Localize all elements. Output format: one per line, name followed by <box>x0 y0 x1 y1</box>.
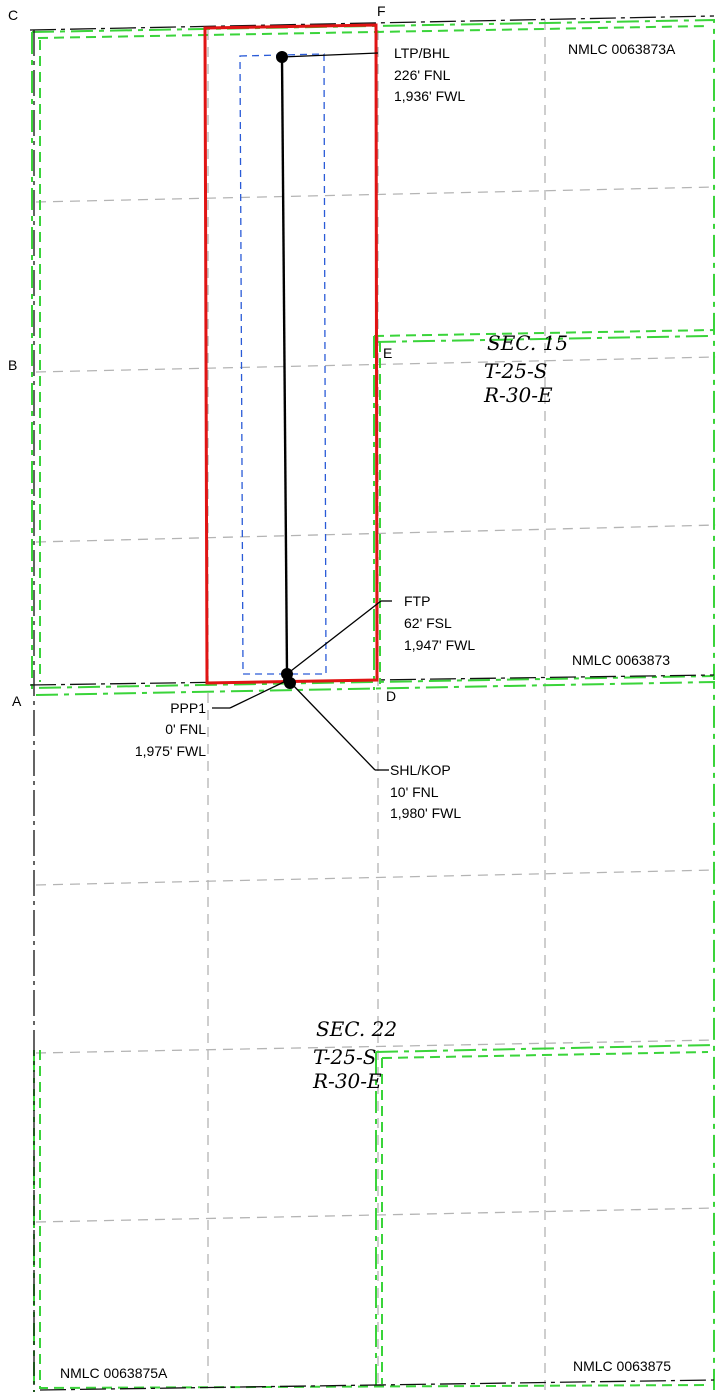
lease-label-middle-east: NMLC 0063873 <box>572 652 670 668</box>
spacing-unit-boundary <box>203 23 379 685</box>
callout-line: 1,947' FWL <box>404 637 475 653</box>
callout-line: 1,936' FWL <box>394 88 465 104</box>
township: T-25-S <box>484 359 547 383</box>
section-lines <box>29 15 715 1392</box>
ltp-bhl-point <box>276 51 288 63</box>
ltp-bhl-callout: LTP/BHL 226' FNL 1,936' FWL <box>394 45 465 104</box>
callout-title: FTP <box>404 593 430 609</box>
callout-title: LTP/BHL <box>394 45 450 61</box>
callout-line: 0' FNL <box>165 721 206 737</box>
corner-label-c: C <box>8 7 18 23</box>
range: R-30-E <box>312 1069 382 1093</box>
ppp1-callout: PPP1 0' FNL 1,975' FWL <box>135 700 206 759</box>
lease-boundaries <box>31 18 715 1392</box>
wellbore-path <box>280 56 289 675</box>
township: T-25-S <box>313 1045 376 1069</box>
corner-label-f: F <box>377 3 386 19</box>
leader-lines <box>212 52 392 771</box>
section-number: SEC. 22 <box>316 1017 397 1041</box>
callout-line: 1,980' FWL <box>390 805 461 821</box>
shl-kop-callout: SHL/KOP 10' FNL 1,980' FWL <box>390 762 461 821</box>
lease-label-north-east: NMLC 0063873A <box>568 41 676 57</box>
corner-label-a: A <box>12 693 22 709</box>
callout-line: 1,975' FWL <box>135 743 206 759</box>
callout-line: 226' FNL <box>394 67 451 83</box>
section-22-label: SEC. 22 T-25-S R-30-E <box>312 1017 397 1093</box>
callout-title: PPP1 <box>170 700 206 716</box>
corner-label-e: E <box>383 345 392 361</box>
shl-kop-point <box>284 677 296 689</box>
callout-line: 62' FSL <box>404 615 452 631</box>
range: R-30-E <box>483 383 553 407</box>
corner-label-b: B <box>8 357 17 373</box>
corner-label-d: D <box>386 688 396 704</box>
callout-line: 10' FNL <box>390 784 439 800</box>
ftp-callout: FTP 62' FSL 1,947' FWL <box>404 593 475 653</box>
callout-title: SHL/KOP <box>390 762 451 778</box>
section-number: SEC. 15 <box>487 331 568 355</box>
lease-label-south-west: NMLC 0063875A <box>60 1365 168 1381</box>
section-15-label: SEC. 15 T-25-S R-30-E <box>483 331 568 407</box>
lease-label-south-east: NMLC 0063875 <box>573 1358 671 1374</box>
